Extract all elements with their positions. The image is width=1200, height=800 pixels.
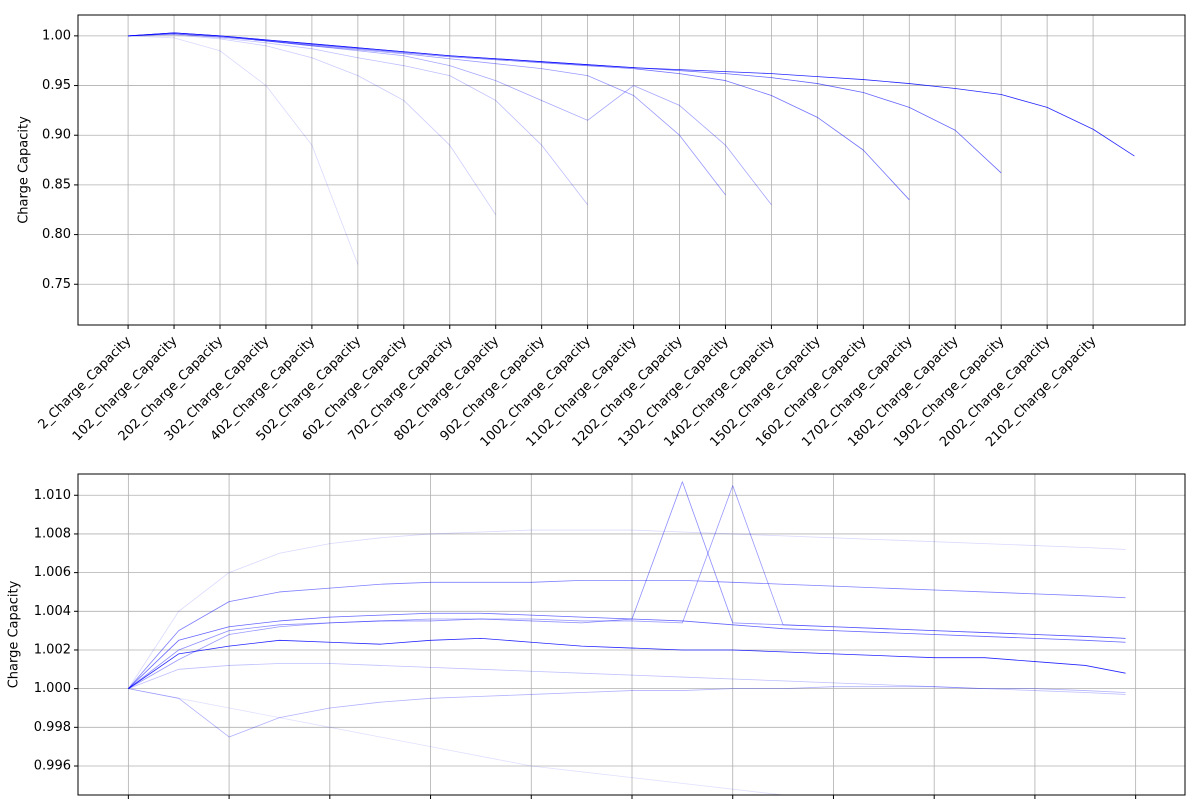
series-line bbox=[128, 481, 1126, 689]
y-tick-label: 0.95 bbox=[42, 78, 71, 93]
series-line bbox=[128, 34, 497, 215]
series-line bbox=[128, 35, 359, 265]
y-tick-label: 1.006 bbox=[34, 565, 71, 580]
plot-lines bbox=[128, 32, 1135, 265]
y-tick-label: 1.002 bbox=[34, 642, 71, 657]
y-tick-label: 1.008 bbox=[34, 526, 71, 541]
y-tick-label: 1.00 bbox=[42, 28, 71, 43]
series-line bbox=[128, 637, 1126, 689]
series-line bbox=[128, 612, 1126, 689]
series-line bbox=[128, 33, 588, 206]
series-line bbox=[128, 579, 1126, 689]
y-tick-label: 0.85 bbox=[42, 177, 71, 192]
y-tick-label: 0.90 bbox=[42, 128, 71, 143]
series-line bbox=[128, 32, 1002, 174]
plot-frame bbox=[77, 473, 1186, 796]
series-line bbox=[128, 686, 1126, 738]
series-line bbox=[128, 688, 787, 795]
plot-lines bbox=[128, 481, 1126, 795]
y-tick-label: 0.998 bbox=[34, 720, 71, 735]
series-line bbox=[128, 663, 1126, 695]
series-line bbox=[128, 33, 772, 206]
y-axis-label: Charge Capacity bbox=[7, 580, 22, 688]
y-tick-label: 0.80 bbox=[42, 227, 71, 242]
y-tick-label: 0.996 bbox=[34, 758, 71, 773]
series-line bbox=[128, 32, 910, 201]
series-line bbox=[128, 485, 1126, 689]
plot-frame bbox=[77, 14, 1186, 326]
y-tick-label: 1.010 bbox=[34, 488, 71, 503]
y-tick-label: 0.75 bbox=[42, 277, 71, 292]
series-line bbox=[128, 529, 1126, 689]
y-tick-label: 1.000 bbox=[34, 681, 71, 696]
series-line bbox=[128, 33, 726, 196]
y-axis-label: Charge Capacity bbox=[17, 116, 32, 224]
y-tick-label: 1.004 bbox=[34, 604, 71, 619]
